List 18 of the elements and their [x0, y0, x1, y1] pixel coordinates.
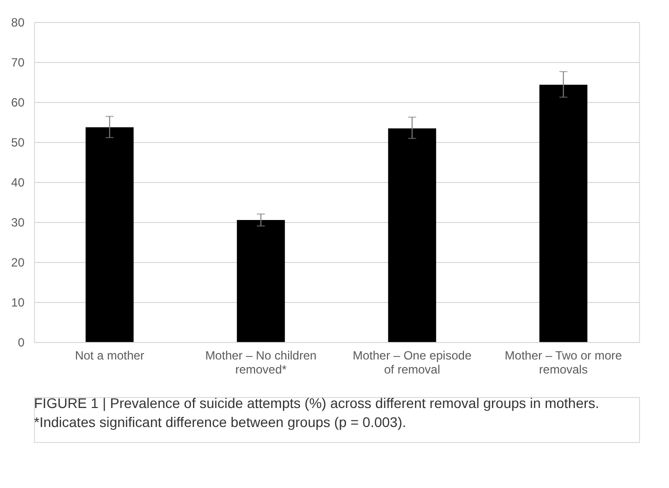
bar	[236, 220, 285, 342]
bar	[539, 84, 588, 342]
bar	[86, 127, 134, 342]
y-tick-label: 30	[11, 216, 25, 230]
x-tick-label: Mother – No children removed*	[205, 348, 317, 376]
bar	[388, 128, 436, 342]
y-tick-label: 80	[11, 16, 25, 30]
y-tick-label: 0	[18, 336, 25, 350]
y-tick-label: 70	[11, 56, 25, 70]
y-tick-label: 20	[11, 256, 25, 270]
y-tick-label: 50	[11, 136, 25, 150]
y-tick-label: 10	[11, 296, 25, 310]
y-tick-label: 60	[11, 96, 25, 110]
x-tick-label: Mother – Two or more removals	[504, 348, 622, 376]
caption: FIGURE 1 | Prevalence of suicide attempts (%) across different removal groups in mothers. *Indicates significant difference between groups (p = 0.003).	[34, 395, 600, 430]
x-tick-label: Not a mother	[74, 348, 144, 362]
y-tick-label: 40	[11, 176, 25, 190]
x-tick-label: Mother – One episode of removal	[352, 348, 472, 376]
